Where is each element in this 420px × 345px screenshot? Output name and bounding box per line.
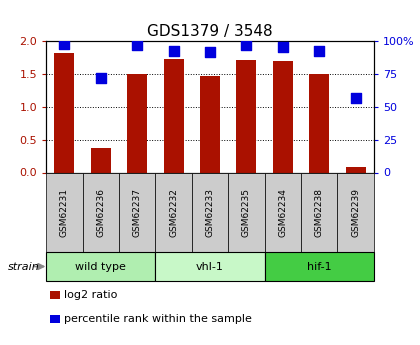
Text: log2 ratio: log2 ratio: [64, 290, 117, 300]
Point: [134, 42, 141, 48]
Text: GSM62231: GSM62231: [60, 188, 69, 237]
Text: GSM62236: GSM62236: [96, 188, 105, 237]
Bar: [346, 167, 366, 172]
Point: [97, 75, 104, 81]
Text: percentile rank within the sample: percentile rank within the sample: [64, 314, 252, 324]
Bar: [236, 60, 257, 172]
Bar: [200, 76, 220, 172]
Bar: [273, 61, 293, 172]
Point: [352, 95, 359, 100]
Text: vhl-1: vhl-1: [196, 262, 224, 272]
Bar: [127, 74, 147, 172]
Point: [61, 41, 68, 47]
Bar: [309, 73, 329, 172]
Point: [207, 49, 213, 55]
Bar: [91, 148, 111, 172]
Point: [243, 42, 250, 48]
Bar: [164, 59, 184, 172]
Point: [316, 48, 323, 53]
Bar: [55, 53, 74, 172]
Text: strain: strain: [8, 262, 40, 272]
Text: GSM62234: GSM62234: [278, 188, 287, 237]
Text: wild type: wild type: [75, 262, 126, 272]
Text: GSM62233: GSM62233: [205, 188, 215, 237]
Text: hif-1: hif-1: [307, 262, 331, 272]
Text: GSM62239: GSM62239: [351, 188, 360, 237]
Text: GSM62235: GSM62235: [242, 188, 251, 237]
Text: GSM62238: GSM62238: [315, 188, 324, 237]
Text: GSM62232: GSM62232: [169, 188, 178, 237]
Point: [279, 44, 286, 49]
Text: GSM62237: GSM62237: [133, 188, 142, 237]
Title: GDS1379 / 3548: GDS1379 / 3548: [147, 24, 273, 39]
Point: [170, 48, 177, 53]
